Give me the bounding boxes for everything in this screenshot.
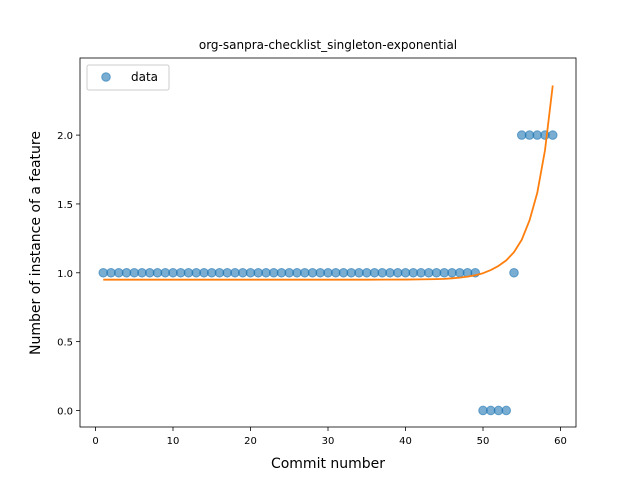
data-point xyxy=(501,405,512,416)
legend-label-data: data xyxy=(131,70,158,84)
x-tick-label: 50 xyxy=(477,436,490,447)
x-tick-label: 0 xyxy=(92,436,98,447)
legend-box xyxy=(86,64,170,91)
legend-marker-data xyxy=(101,72,111,82)
x-tick-label: 30 xyxy=(322,436,335,447)
x-tick-label: 10 xyxy=(167,436,180,447)
fit-line xyxy=(103,85,554,281)
y-tick-label: 1.5 xyxy=(57,200,73,211)
data-point xyxy=(509,267,519,278)
x-axis: 0 10 20 30 40 50 60 xyxy=(92,427,567,447)
chart-title: org-sanpra-checklist_singleton-exponenti… xyxy=(199,38,457,52)
y-axis-label: Number of instance of a feature xyxy=(28,131,44,355)
x-tick-label: 60 xyxy=(554,436,567,447)
x-axis-label: Commit number xyxy=(271,456,385,472)
legend: data xyxy=(86,64,170,91)
y-tick-label: 0.0 xyxy=(57,406,73,417)
plot-area xyxy=(98,85,558,416)
y-tick-label: 0.5 xyxy=(57,338,73,349)
y-tick-label: 1.0 xyxy=(57,269,73,280)
y-tick-label: 2.0 xyxy=(57,131,73,142)
y-axis: 0.0 0.5 1.0 1.5 2.0 xyxy=(57,131,80,417)
data-point xyxy=(547,130,558,140)
x-tick-label: 40 xyxy=(399,436,412,447)
x-tick-label: 20 xyxy=(244,436,257,447)
